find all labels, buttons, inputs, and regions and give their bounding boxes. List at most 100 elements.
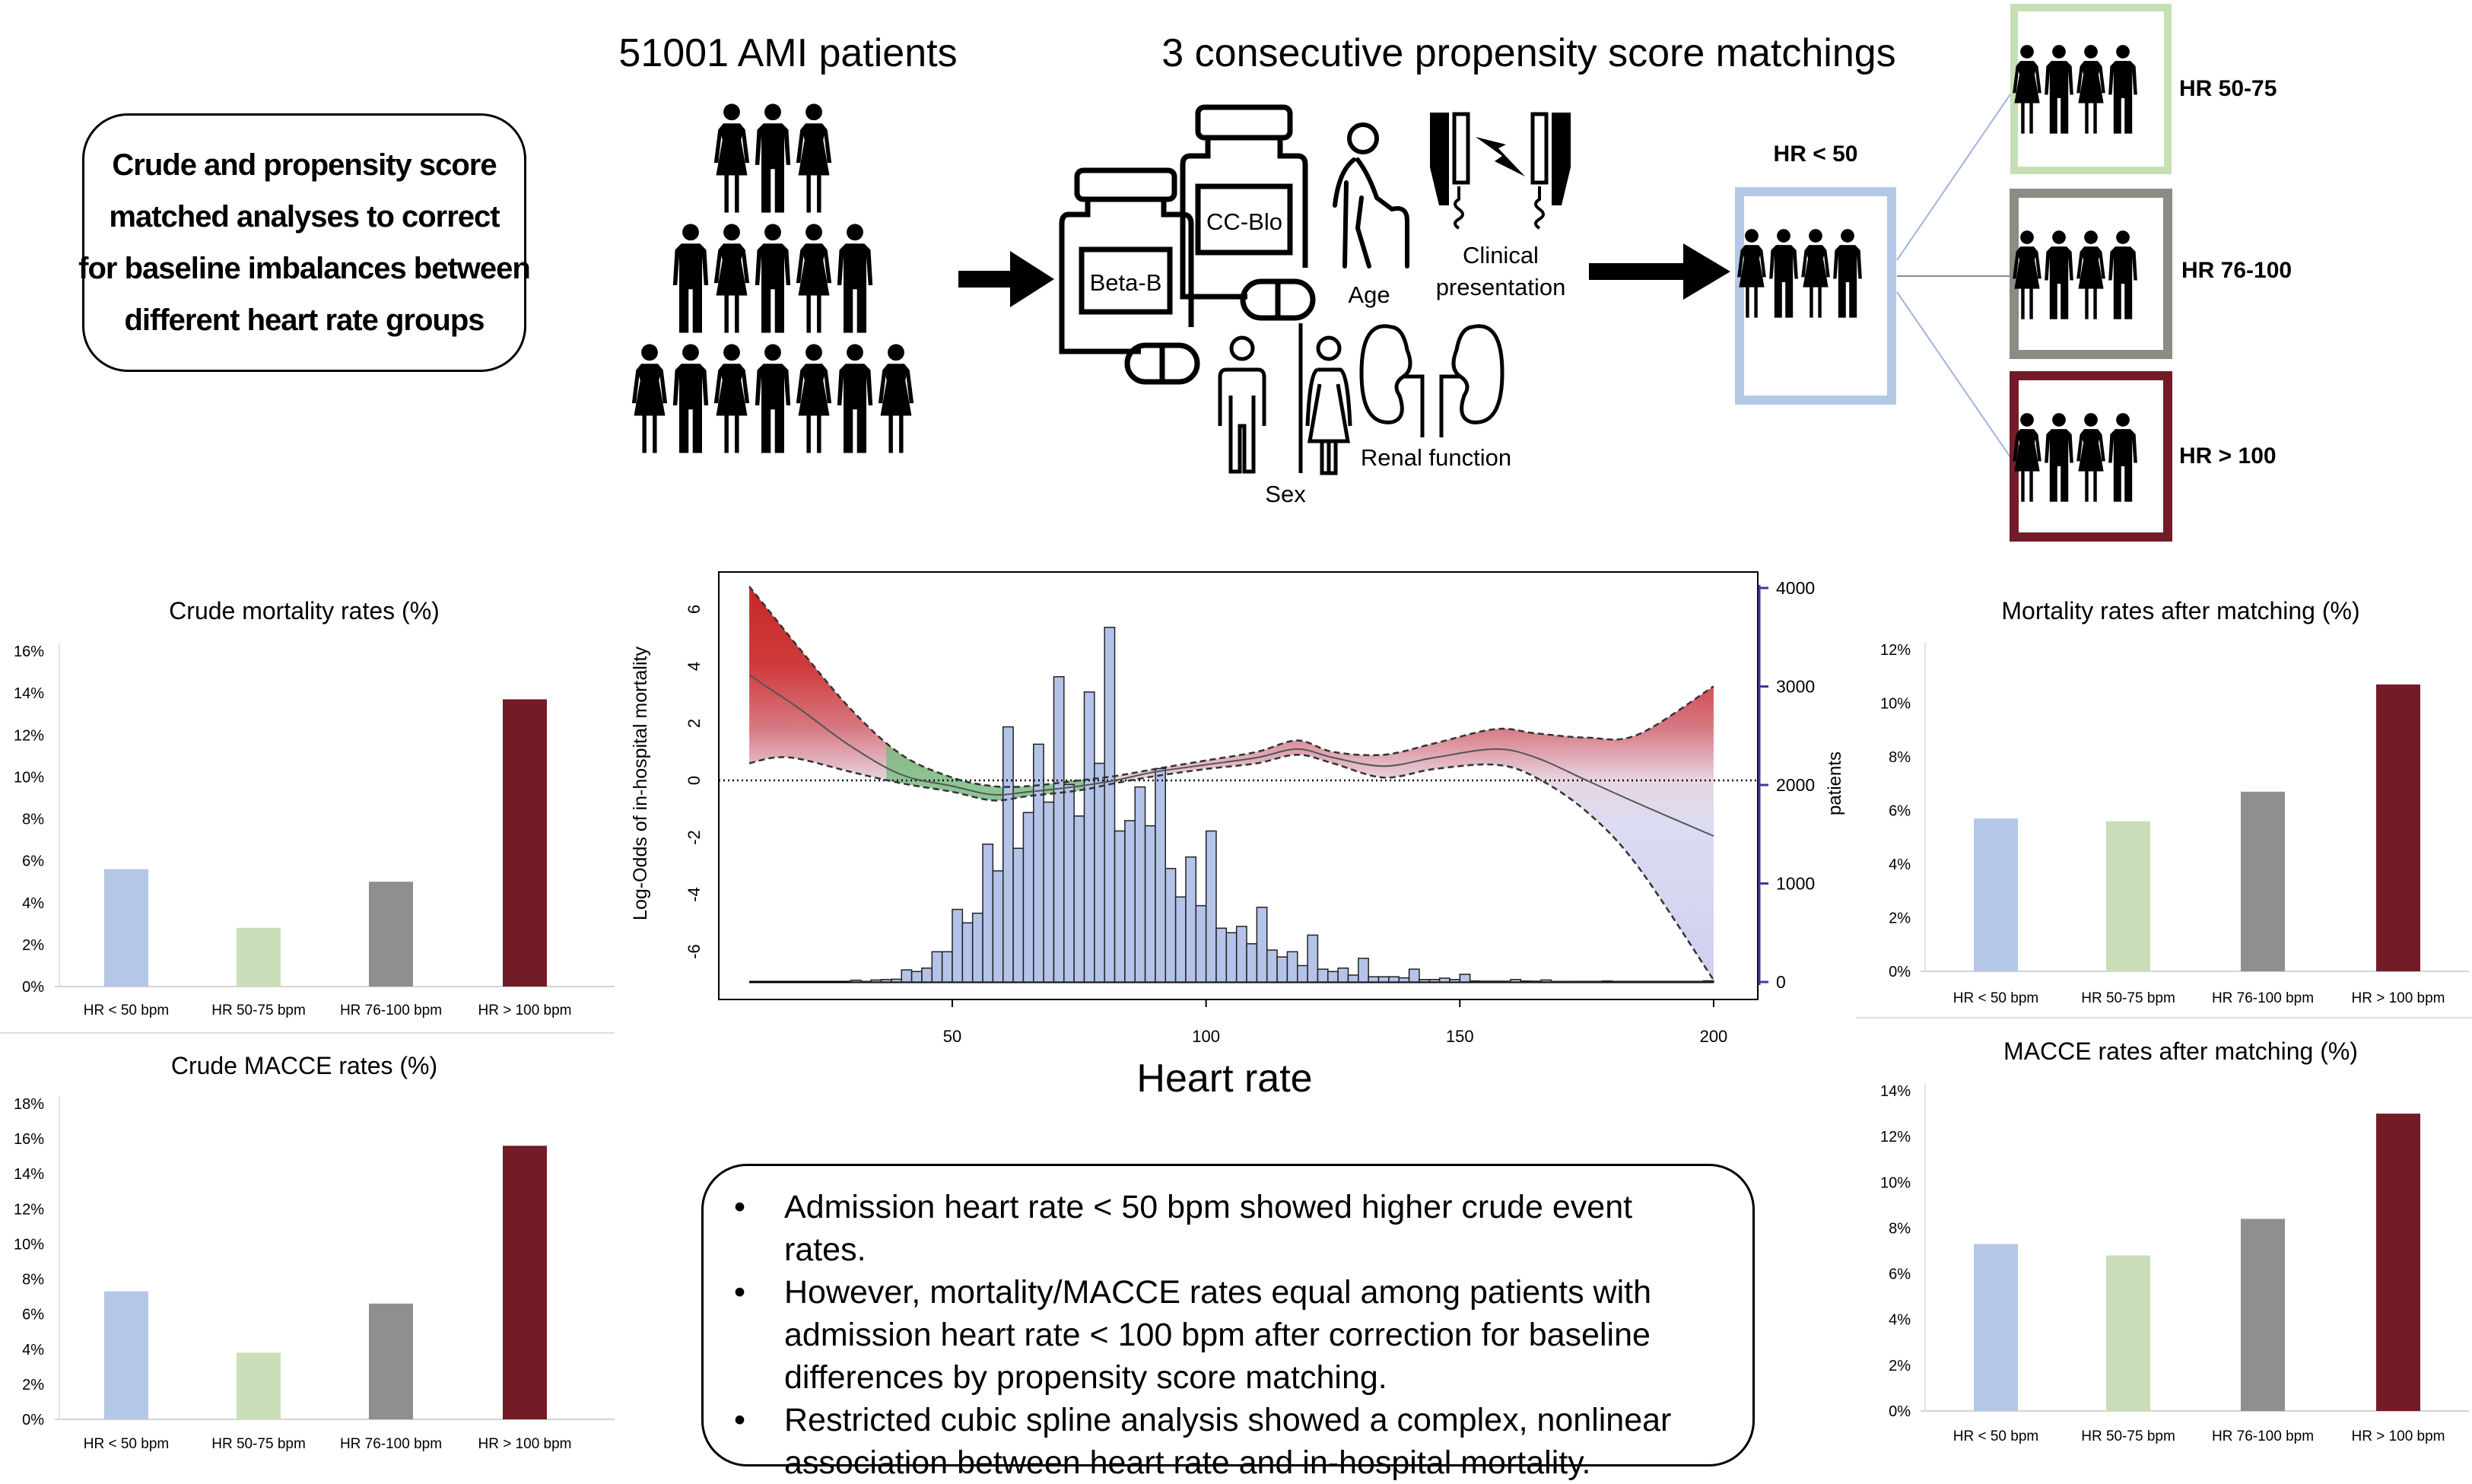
histogram-bar bbox=[1003, 727, 1013, 982]
histogram-bar bbox=[922, 968, 932, 982]
histogram-bar bbox=[1511, 980, 1520, 982]
histogram-bar bbox=[1115, 831, 1125, 982]
sex-label: Sex bbox=[1265, 481, 1306, 507]
female-person-icon bbox=[796, 103, 831, 212]
histogram-bar bbox=[1216, 928, 1226, 982]
histogram-bar bbox=[1145, 826, 1155, 982]
bar-hr-100-bpm bbox=[2376, 685, 2420, 971]
histogram-bar bbox=[1338, 968, 1348, 982]
histogram-bar bbox=[1470, 981, 1480, 982]
histogram-bar bbox=[1196, 906, 1206, 982]
y-tick-label: 2% bbox=[1889, 910, 1911, 927]
histogram-bar bbox=[1287, 952, 1297, 982]
age-label: Age bbox=[1348, 281, 1390, 308]
x-tick-label: 50 bbox=[943, 1027, 961, 1046]
x-tick-label: HR 76-100 bpm bbox=[340, 1003, 442, 1018]
elderly-person-icon bbox=[1335, 125, 1407, 266]
histogram-bar bbox=[1074, 816, 1084, 982]
male-person-icon bbox=[673, 224, 708, 332]
chart-title: Crude MACCE rates (%) bbox=[171, 1052, 437, 1079]
male-person-icon bbox=[755, 103, 790, 212]
y-tick-label: -6 bbox=[685, 944, 704, 959]
histogram-bar bbox=[1125, 821, 1135, 982]
divider bbox=[1856, 1017, 2472, 1018]
y-tick-label: 0% bbox=[22, 979, 44, 996]
histogram-bar bbox=[983, 844, 993, 982]
summary-line: admission heart rate < 100 bpm after cor… bbox=[784, 1314, 1722, 1356]
histogram-bar bbox=[1450, 980, 1460, 982]
histogram-bar bbox=[1368, 977, 1378, 982]
histogram-bar bbox=[1165, 869, 1175, 982]
chart-title: Mortality rates after matching (%) bbox=[2001, 597, 2359, 624]
y-tick-label: 0% bbox=[1889, 964, 1911, 980]
y-tick-label: 14% bbox=[1880, 1083, 1911, 1100]
histogram-bar bbox=[901, 970, 911, 982]
y-tick-label: 0% bbox=[1889, 1403, 1911, 1420]
histogram-bar bbox=[1490, 981, 1500, 982]
bar-hr-76-100-bpm bbox=[369, 1304, 413, 1419]
x-tick-label: HR 76-100 bpm bbox=[2212, 1428, 2314, 1444]
y2-tick-label: 4000 bbox=[1776, 578, 1815, 598]
y-tick-label: 6% bbox=[22, 1307, 44, 1324]
male-person-icon bbox=[837, 344, 872, 453]
summary-line: Restricted cubic spline analysis showed … bbox=[784, 1399, 1722, 1441]
y-tick-label: 12% bbox=[14, 1201, 44, 1218]
bullet-icon: • bbox=[734, 1271, 745, 1314]
histogram-bar bbox=[993, 871, 1002, 982]
bar-hr-50-bpm bbox=[1974, 818, 2018, 971]
crude-mortality-chart: Crude mortality rates (%)0%2%4%6%8%10%12… bbox=[0, 586, 624, 1034]
x-tick-label: HR 50-75 bpm bbox=[211, 1003, 306, 1018]
histogram-bar bbox=[1389, 977, 1399, 982]
histogram-bar bbox=[952, 910, 962, 982]
histogram-bar bbox=[1053, 677, 1063, 982]
x-tick-label: HR < 50 bpm bbox=[1953, 990, 2038, 1006]
defibrillator-icon bbox=[1430, 113, 1571, 228]
histogram-bar bbox=[1206, 831, 1216, 982]
histogram-bar bbox=[891, 979, 901, 982]
bar-hr-76-100-bpm bbox=[2241, 792, 2285, 971]
cc-blocker-label: CC-Blo bbox=[1206, 208, 1282, 235]
bottle-icon bbox=[1183, 107, 1305, 297]
histogram-bar bbox=[1155, 768, 1165, 982]
histogram-bar bbox=[1135, 787, 1145, 982]
histogram-bar bbox=[1176, 897, 1186, 982]
chart-title: MACCE rates after matching (%) bbox=[2003, 1038, 2358, 1065]
bar-hr-50-bpm bbox=[104, 1292, 148, 1419]
male-person-icon bbox=[673, 344, 708, 453]
histogram-bar bbox=[1358, 958, 1368, 982]
histogram-bar bbox=[1237, 926, 1247, 982]
x-tick-label: HR < 50 bpm bbox=[1953, 1428, 2038, 1444]
histogram-bar bbox=[1257, 907, 1266, 982]
x-tick-label: HR < 50 bpm bbox=[84, 1003, 169, 1018]
x-tick-label: HR 50-75 bpm bbox=[2081, 1428, 2175, 1444]
intro-line: matched analyses to correct bbox=[109, 191, 499, 243]
y-tick-label: 6 bbox=[685, 605, 704, 614]
histogram-bar bbox=[1104, 628, 1114, 982]
y-tick-label: 10% bbox=[1880, 1174, 1911, 1191]
bottle-icon bbox=[1062, 170, 1191, 351]
kidney-icon bbox=[1362, 326, 1502, 437]
y-tick-label: 4% bbox=[1889, 856, 1911, 873]
histogram-bar bbox=[1267, 950, 1277, 982]
x-tick-label: HR > 100 bpm bbox=[478, 1003, 571, 1018]
bar-hr-76-100-bpm bbox=[369, 882, 413, 987]
presentation-label: presentation bbox=[1436, 274, 1566, 300]
summary-line: Admission heart rate < 50 bpm showed hig… bbox=[784, 1186, 1722, 1271]
x-tick-label: HR 50-75 bpm bbox=[2081, 990, 2175, 1006]
histogram-bar bbox=[942, 952, 952, 982]
divider bbox=[0, 1032, 615, 1034]
female-person-icon bbox=[714, 103, 749, 212]
summary-line: However, mortality/MACCE rates equal amo… bbox=[784, 1271, 1722, 1314]
male-person-icon bbox=[755, 224, 790, 332]
histogram-bar bbox=[1409, 969, 1419, 982]
x-tick-label: 200 bbox=[1700, 1027, 1728, 1046]
histogram-bar bbox=[1460, 974, 1470, 982]
y-tick-label: 12% bbox=[1880, 642, 1911, 659]
histogram-bar bbox=[1379, 977, 1389, 982]
histogram-bar bbox=[932, 952, 942, 982]
histogram-bar bbox=[1247, 944, 1257, 982]
histogram-bar bbox=[1551, 981, 1561, 982]
group-label: HR > 100 bbox=[2179, 443, 2277, 469]
y2-tick-label: 1000 bbox=[1776, 874, 1815, 894]
